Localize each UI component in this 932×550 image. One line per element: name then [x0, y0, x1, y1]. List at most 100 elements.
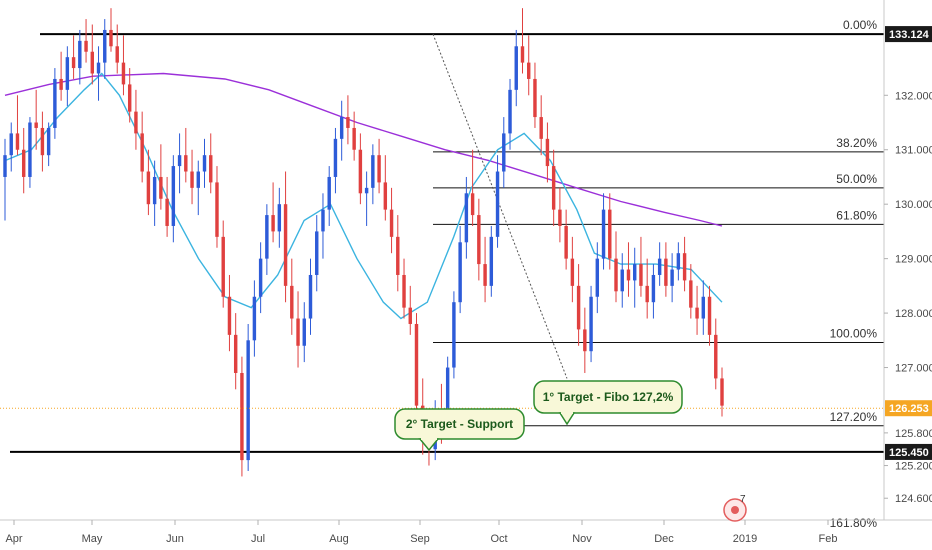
candle-body: [377, 155, 381, 183]
candle-body: [215, 182, 219, 237]
y-tick-label: 127.000: [895, 363, 932, 375]
candle: [277, 187, 282, 248]
candle-body: [639, 264, 643, 286]
candle-body: [458, 242, 462, 303]
candle: [676, 242, 681, 281]
candle-body: [583, 329, 587, 352]
candle-body: [495, 171, 500, 237]
candle: [233, 313, 238, 390]
candle: [657, 242, 662, 286]
candle-body: [595, 258, 600, 297]
candle: [127, 68, 132, 123]
target-callout[interactable]: 2° Target - Support: [394, 408, 525, 452]
events-badge[interactable]: 7: [723, 494, 747, 522]
candle: [601, 193, 606, 270]
candle: [645, 258, 649, 319]
candle-body: [53, 78, 57, 128]
time-axis[interactable]: Apr May Jun Jul Aug Sep Oct Nov Dec 2019 Feb: [0, 519, 932, 545]
candle-body: [159, 176, 163, 199]
candle: [134, 89, 138, 150]
candle-body: [620, 269, 624, 292]
candle: [483, 236, 487, 303]
candle-body: [346, 117, 350, 128]
fibonacci-retracement[interactable]: 0.00% 38.20% 50.00% 61.80% 100.00% 127.20% 161…: [432, 18, 884, 530]
candle: [520, 8, 525, 74]
candle: [371, 144, 375, 205]
candle: [290, 258, 294, 335]
candle: [40, 111, 45, 172]
candle: [59, 51, 63, 101]
candle-body: [601, 209, 606, 259]
target-callout[interactable]: 1° Target - Fibo 127,2%: [533, 380, 683, 426]
candle-body: [103, 29, 107, 63]
price-tag-box: [885, 400, 932, 417]
x-tick-label: Jul: [251, 533, 265, 545]
candles: [3, 8, 724, 477]
candle-body: [221, 236, 225, 297]
candle-body: [283, 204, 288, 286]
moving-average-line: [4, 72, 723, 320]
candle: [570, 236, 575, 303]
candle-body: [657, 258, 662, 275]
candle: [664, 242, 668, 297]
x-tick-label: Dec: [654, 533, 674, 545]
candle: [283, 171, 288, 303]
price-tag[interactable]: 125.450: [885, 443, 932, 460]
x-tick-label: 2019: [733, 533, 757, 545]
price-tag[interactable]: 133.124: [885, 26, 932, 43]
candle-body: [308, 274, 313, 319]
callout-bubble: [533, 380, 683, 414]
x-tick-label: Jun: [166, 533, 184, 545]
candle-body: [539, 117, 543, 139]
candle: [608, 193, 612, 270]
candle: [651, 264, 656, 319]
candle: [533, 62, 537, 128]
candle: [240, 356, 244, 477]
candle: [152, 160, 157, 226]
candle: [539, 95, 543, 156]
candle-body: [246, 340, 250, 461]
candle: [495, 155, 500, 248]
candle: [308, 258, 313, 335]
horizontal-levels[interactable]: [10, 33, 884, 453]
callouts[interactable]: 1° Target - Fibo 127,2% 2° Target - Suppo…: [394, 380, 683, 452]
price-tag[interactable]: 126.253: [885, 400, 932, 417]
candle: [545, 122, 550, 183]
candle-body: [389, 209, 394, 237]
candle-body: [520, 46, 525, 63]
candle: [383, 155, 388, 221]
candle-body: [714, 334, 718, 379]
price-axis[interactable]: 124.600 125.200 125.800 127.000 128.000 129.0…: [883, 0, 932, 520]
candle-body: [152, 176, 157, 205]
fib-level-label: 38.20%: [836, 136, 877, 150]
candle-body: [408, 307, 412, 324]
candle-body: [65, 57, 70, 90]
price-tag-value: 133.124: [889, 29, 930, 41]
candle: [46, 122, 51, 167]
y-tick-label: 125.800: [895, 428, 932, 440]
candle-body: [96, 62, 101, 74]
candle-body: [277, 204, 282, 232]
candle-body: [545, 138, 550, 167]
candle-body: [121, 62, 126, 85]
callout-label: 2° Target - Support: [406, 417, 513, 431]
fib-level-label: 0.00%: [843, 18, 877, 32]
candle: [514, 29, 518, 107]
candle-body: [614, 258, 618, 292]
candle-body: [551, 166, 556, 210]
x-tick-label: May: [82, 533, 103, 545]
candle-body: [483, 264, 487, 286]
candle: [614, 231, 618, 303]
candle: [53, 68, 57, 139]
event-dot-icon: [731, 506, 739, 514]
candle-body: [558, 209, 562, 226]
candle-body: [383, 182, 388, 210]
candle: [707, 285, 712, 346]
candle-body: [9, 133, 13, 156]
candle-body: [396, 236, 400, 275]
candle-body: [327, 176, 331, 210]
candle: [302, 302, 306, 363]
candle: [626, 242, 631, 297]
